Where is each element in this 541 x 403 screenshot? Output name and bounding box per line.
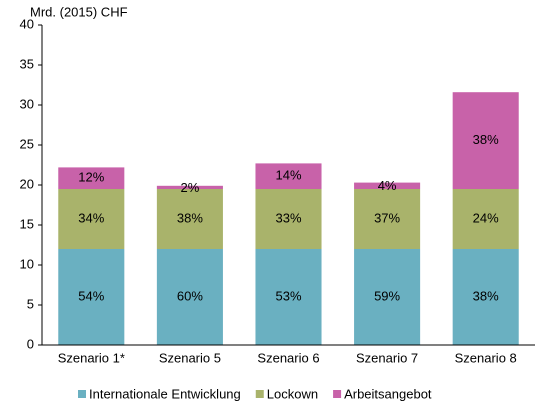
bar-segment bbox=[255, 249, 322, 345]
bar-segment bbox=[156, 189, 223, 249]
data-label: 37% bbox=[374, 210, 400, 225]
legend-swatch bbox=[78, 390, 86, 398]
bar-segment bbox=[58, 249, 125, 345]
bar-segment bbox=[156, 185, 223, 189]
data-label: 24% bbox=[473, 210, 499, 225]
data-label: 34% bbox=[78, 210, 104, 225]
data-label: 38% bbox=[473, 288, 499, 303]
data-label: 38% bbox=[177, 210, 203, 225]
bar-segment bbox=[452, 92, 519, 189]
y-tick-label: 25 bbox=[20, 136, 34, 151]
x-tick-label: Szenario 7 bbox=[356, 350, 418, 365]
data-label: 2% bbox=[181, 180, 200, 195]
data-label: 38% bbox=[473, 132, 499, 147]
legend-label: Internationale Entwicklung bbox=[89, 386, 241, 401]
bar-segment bbox=[255, 189, 322, 249]
y-axis-label: Mrd. (2015) CHF bbox=[30, 4, 128, 19]
legend-label: Arbeitsangebot bbox=[344, 386, 432, 401]
data-label: 4% bbox=[378, 178, 397, 193]
x-tick-label: Szenario 8 bbox=[455, 350, 517, 365]
legend-swatch bbox=[333, 390, 342, 398]
y-tick-label: 40 bbox=[20, 16, 34, 31]
y-tick-label: 15 bbox=[20, 216, 34, 231]
bar-segment bbox=[58, 167, 125, 189]
data-label: 54% bbox=[78, 288, 104, 303]
x-tick-label: Szenario 5 bbox=[159, 350, 221, 365]
x-tick-label: Szenario 1* bbox=[58, 350, 125, 365]
legend-swatch bbox=[255, 390, 264, 398]
bar-segment bbox=[452, 249, 519, 345]
bar-segment bbox=[58, 189, 125, 249]
data-label: 12% bbox=[78, 170, 104, 185]
data-label: 14% bbox=[275, 168, 301, 183]
y-tick-label: 0 bbox=[27, 336, 34, 351]
y-tick-label: 5 bbox=[27, 296, 34, 311]
x-tick-label: Szenario 6 bbox=[257, 350, 319, 365]
bar-segment bbox=[354, 182, 421, 189]
y-tick-label: 10 bbox=[20, 256, 34, 271]
data-label: 33% bbox=[275, 210, 301, 225]
legend-label: Lockown bbox=[267, 386, 318, 401]
bar-segment bbox=[354, 189, 421, 249]
data-label: 60% bbox=[177, 288, 203, 303]
data-label: 53% bbox=[275, 288, 301, 303]
bar-segment bbox=[354, 249, 421, 345]
y-tick-label: 30 bbox=[20, 96, 34, 111]
y-tick-label: 20 bbox=[20, 176, 34, 191]
data-label: 59% bbox=[374, 288, 400, 303]
bar-segment bbox=[452, 189, 519, 249]
y-tick-label: 35 bbox=[20, 56, 34, 71]
bar-segment bbox=[156, 249, 223, 345]
bar-segment bbox=[255, 163, 322, 189]
